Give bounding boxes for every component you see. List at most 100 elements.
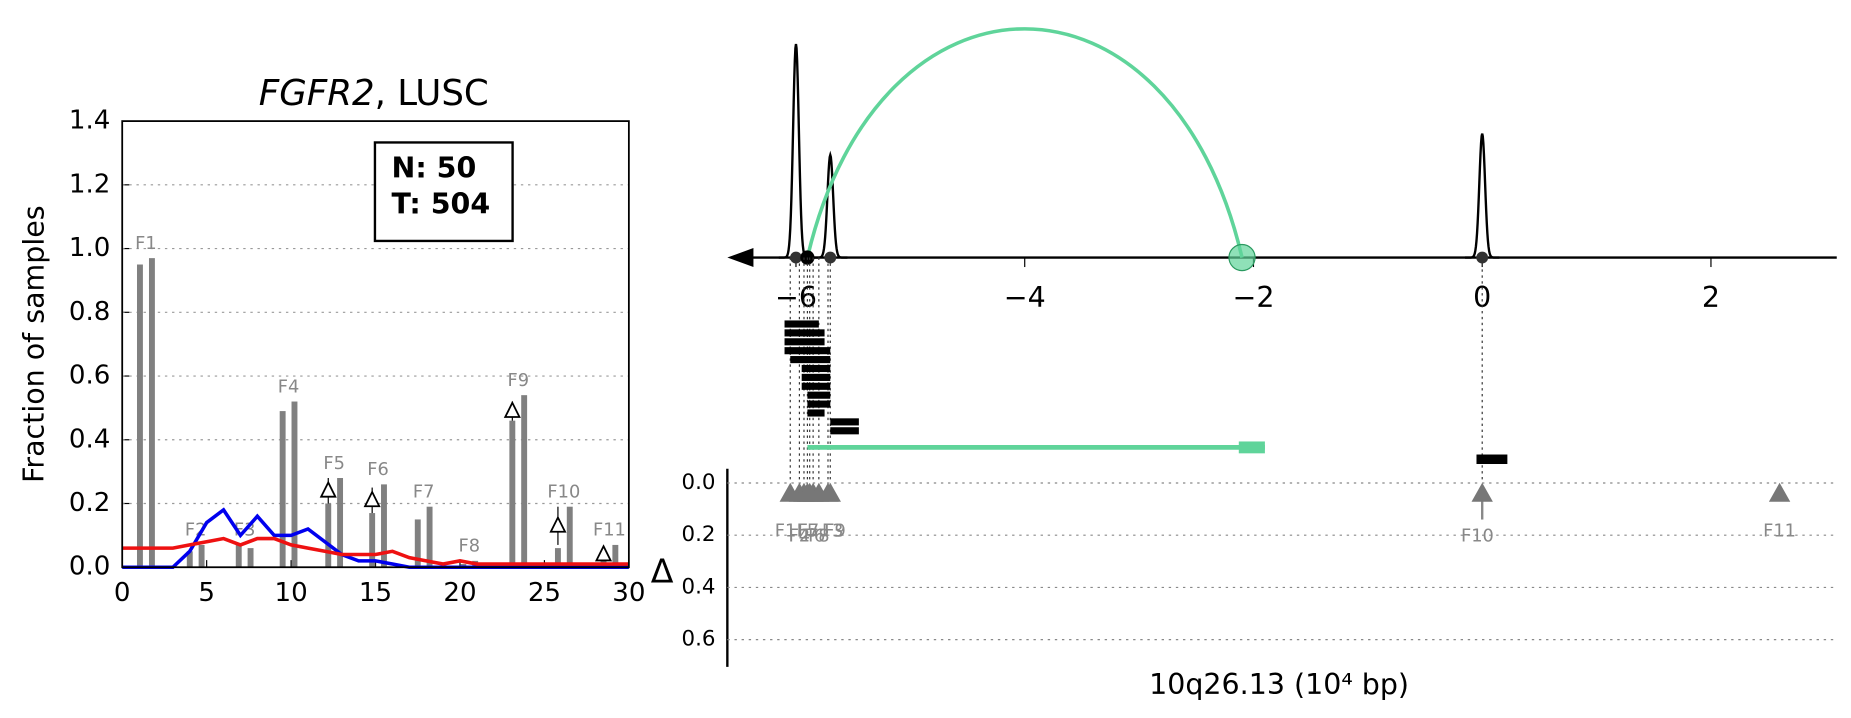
chart-title: FGFR2, LUSC bbox=[259, 73, 489, 114]
title-gene: FGFR2 bbox=[259, 73, 375, 114]
y-tick-label: 0.2 bbox=[682, 522, 716, 547]
bar bbox=[521, 395, 528, 568]
axis-arrow bbox=[727, 248, 754, 268]
bar bbox=[509, 420, 516, 568]
bar bbox=[414, 519, 421, 568]
y-tick-label: 1.0 bbox=[69, 233, 111, 263]
line bbox=[122, 536, 629, 566]
breakpoint bbox=[1228, 243, 1256, 272]
x-tick-label: 2 bbox=[1702, 281, 1720, 314]
y-tick-label: 0.0 bbox=[69, 552, 111, 582]
y-tick-label: 1.4 bbox=[69, 106, 111, 136]
feature-label: F9 bbox=[507, 370, 529, 391]
feature-label: F8 bbox=[458, 536, 480, 557]
read bbox=[830, 418, 859, 426]
delta-marker bbox=[819, 482, 841, 502]
legend-text: N: 50 bbox=[392, 152, 477, 185]
bar bbox=[612, 544, 619, 568]
feature-label: F10 bbox=[1461, 525, 1494, 546]
bar bbox=[186, 551, 193, 568]
x-tick-label: 0 bbox=[1473, 281, 1491, 314]
y-tick-label: 0.0 bbox=[682, 470, 716, 495]
feature-label: F11 bbox=[593, 520, 626, 541]
feature-label: F8 bbox=[808, 525, 830, 546]
delta-marker bbox=[319, 480, 337, 498]
read bbox=[801, 373, 831, 381]
x-tick-label: 15 bbox=[359, 578, 392, 608]
bar bbox=[426, 506, 433, 568]
x-axis-label: 10q26.13 (10⁴ bp) bbox=[1149, 668, 1409, 701]
bar bbox=[198, 544, 205, 568]
bar bbox=[291, 401, 298, 568]
feature-label: F2 bbox=[789, 525, 811, 546]
feature-label: F11 bbox=[1763, 521, 1796, 542]
x-tick-label: 5 bbox=[198, 578, 215, 608]
x-tick-label: 20 bbox=[443, 578, 476, 608]
bar bbox=[279, 411, 286, 568]
read bbox=[784, 329, 825, 337]
y-tick-label: 0.8 bbox=[69, 297, 111, 327]
read bbox=[801, 382, 831, 390]
delta-marker bbox=[363, 490, 381, 508]
feature-label: F7 bbox=[413, 481, 435, 502]
legend-box bbox=[373, 141, 514, 243]
feature-label: F9 bbox=[824, 521, 846, 542]
delta-marker bbox=[594, 544, 613, 562]
y-axis-label: Fraction of samples bbox=[18, 205, 51, 483]
line bbox=[122, 507, 629, 570]
feature-label: F10 bbox=[547, 481, 580, 502]
feature-label: F5 bbox=[797, 521, 819, 542]
read bbox=[790, 356, 831, 364]
plot-frame bbox=[121, 120, 630, 569]
y-tick-label: 0.4 bbox=[682, 574, 716, 599]
read bbox=[801, 364, 831, 373]
read bbox=[784, 338, 825, 346]
feature-label: F5 bbox=[323, 453, 345, 474]
y-axis-label: Δ bbox=[651, 552, 674, 591]
bar bbox=[136, 264, 143, 568]
bar bbox=[381, 484, 387, 568]
feature-label: F4 bbox=[278, 376, 300, 397]
feature-label: F4 bbox=[788, 525, 810, 546]
x-tick-label: −6 bbox=[775, 281, 817, 314]
y-tick-label: 0.6 bbox=[69, 361, 111, 391]
coverage-peak bbox=[1465, 133, 1500, 259]
peak-dot bbox=[790, 251, 802, 264]
bar bbox=[554, 548, 561, 568]
delta-marker bbox=[1768, 482, 1791, 502]
y-tick-label: 0.6 bbox=[682, 627, 716, 652]
read bbox=[807, 400, 831, 408]
feature-label: F1 bbox=[135, 233, 157, 254]
x-tick-label: 30 bbox=[612, 578, 645, 608]
bar bbox=[369, 513, 376, 568]
coverage-peak bbox=[778, 43, 814, 259]
x-tick-label: −2 bbox=[1232, 281, 1274, 314]
bar bbox=[325, 503, 332, 568]
read bbox=[807, 409, 825, 417]
x-tick-label: 0 bbox=[114, 578, 131, 608]
y-tick-label: 0.4 bbox=[69, 424, 111, 454]
bar bbox=[235, 544, 242, 568]
y-tick-label: 1.2 bbox=[69, 169, 111, 199]
y-tick-label: 0.2 bbox=[69, 488, 111, 518]
feature-label: F1 bbox=[775, 521, 797, 542]
feature-label: F6 bbox=[367, 459, 389, 480]
legend-text: T: 504 bbox=[392, 187, 491, 220]
coverage-peak bbox=[813, 150, 848, 259]
bar bbox=[247, 548, 254, 568]
read bbox=[830, 427, 859, 435]
delta-marker bbox=[549, 515, 567, 533]
read bbox=[1476, 454, 1508, 465]
feature-label: F7 bbox=[798, 521, 820, 542]
feature-label: F6 bbox=[804, 525, 826, 546]
delta-marker bbox=[1471, 482, 1493, 502]
read bbox=[784, 320, 819, 328]
x-tick-label: −4 bbox=[1004, 281, 1046, 314]
split-read-end bbox=[1238, 441, 1265, 454]
read bbox=[784, 347, 831, 355]
read bbox=[807, 391, 831, 399]
delta-marker bbox=[503, 400, 521, 418]
bar bbox=[566, 506, 573, 568]
bar bbox=[148, 258, 155, 568]
